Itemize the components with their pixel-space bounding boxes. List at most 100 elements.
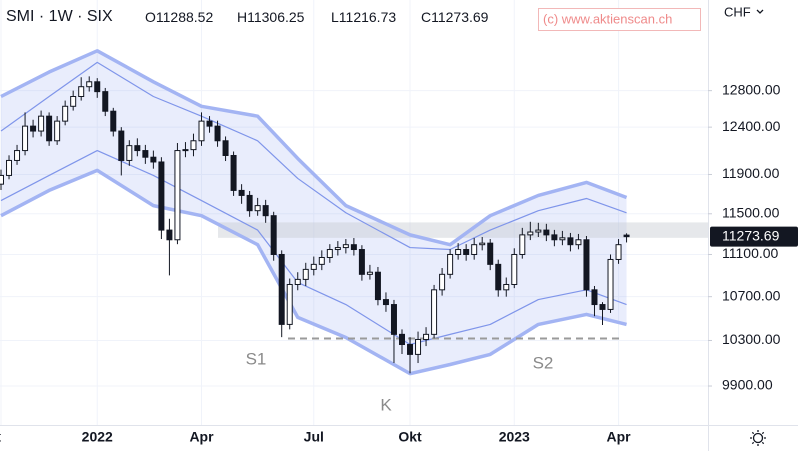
band-fill (1, 50, 627, 374)
y-tick-label: 12800.00 (722, 81, 781, 97)
candle-body (126, 145, 133, 161)
x-tick-label: 2023 (499, 429, 530, 445)
candle-body (70, 95, 77, 107)
last-price-box (710, 226, 798, 247)
currency-chevron[interactable] (756, 9, 764, 14)
candle-body (110, 110, 117, 132)
candle-body (567, 237, 574, 246)
candle-body (591, 289, 598, 306)
candle-body (198, 120, 205, 142)
candle-body (0, 174, 4, 185)
candle-body (46, 115, 53, 142)
candle-body (511, 253, 518, 285)
ohlc-low: L11216.73 (331, 9, 396, 25)
candle-body (519, 234, 526, 255)
ohlc: O11288.52 H11306.25 L11216.73 C11273.69 (145, 9, 489, 25)
ohlc-close: C11273.69 (421, 9, 489, 25)
candle-body (86, 81, 93, 88)
y-tick-label: 11500.00 (722, 204, 780, 220)
candle-body (14, 150, 21, 161)
candle-body (527, 231, 534, 236)
candle-body (487, 242, 494, 265)
x-tick-label: Okt (398, 429, 422, 445)
last-price-label: 11273.69 (722, 227, 780, 243)
candle-body (471, 244, 478, 255)
candle-body (334, 247, 341, 251)
candle-body (415, 338, 422, 355)
candle-body (206, 120, 213, 127)
band-line (0, 61, 627, 251)
candle-body (238, 189, 245, 196)
candle-body (439, 273, 446, 291)
candle-body (350, 244, 357, 251)
watermark[interactable]: (c) www.aktienscan.ch (543, 11, 672, 26)
candle-body (607, 258, 614, 310)
candle-body (495, 263, 502, 291)
candle-body (382, 299, 389, 306)
y-tick-label: 11900.00 (722, 165, 780, 181)
candle-body (102, 91, 109, 112)
candle-body (254, 205, 261, 212)
resistance-zone (218, 222, 708, 238)
candle-body (94, 81, 101, 93)
candle-body (286, 283, 293, 325)
y-tick-label: 11100.00 (722, 245, 779, 261)
candle-body (374, 271, 381, 301)
annotation: S1 (246, 349, 267, 368)
x-tick-label: Apr (606, 429, 631, 445)
candle-body (214, 125, 221, 142)
currency[interactable]: CHF (724, 4, 751, 19)
candle-body (575, 239, 582, 246)
band-line (0, 49, 628, 247)
settings-icon-rays[interactable] (750, 430, 766, 446)
candle-body (134, 145, 141, 152)
x-tick-label: Apr (189, 429, 214, 445)
candle-body (278, 253, 285, 325)
y-tick-label: 9900.00 (722, 377, 773, 393)
y-tick-label: 10700.00 (722, 287, 781, 303)
candle-body (150, 156, 157, 163)
candle-body (390, 304, 397, 335)
watermark-box (538, 8, 701, 31)
candle-body (623, 234, 630, 238)
candle-body (142, 150, 149, 158)
candle-body (38, 115, 45, 132)
candle-body (447, 253, 454, 275)
candle-body (535, 229, 542, 233)
candle-body (583, 239, 590, 291)
y-tick-label: 10300.00 (722, 331, 781, 347)
band-line (0, 149, 627, 346)
candle-body (294, 278, 301, 285)
candle-body (222, 140, 229, 156)
candle-body (174, 150, 181, 241)
candle-body (262, 205, 269, 217)
settings-icon-center[interactable] (752, 432, 764, 444)
candle-body (78, 86, 85, 97)
candle-body (503, 283, 510, 291)
candle-body (326, 249, 333, 258)
candle-body (543, 229, 550, 236)
candle-body (230, 154, 237, 191)
candle-body (399, 333, 405, 346)
candle-body (342, 244, 349, 249)
candle-body (62, 105, 69, 122)
candle-body (463, 249, 470, 255)
candle-body (551, 234, 558, 241)
candle-body (246, 194, 253, 212)
candle-body (599, 304, 606, 310)
plot-area (0, 0, 708, 425)
ohlc-open: O11288.52 (145, 9, 213, 25)
x-tick-label: 2022 (82, 429, 113, 445)
candle-body (190, 140, 197, 151)
candle-body (54, 120, 61, 142)
candle-body (431, 289, 438, 335)
candle-body (358, 249, 365, 275)
annotation: K (380, 395, 392, 414)
candle-body (158, 161, 165, 231)
settings-icon[interactable] (750, 430, 766, 446)
band-line (0, 168, 627, 376)
candle-body (302, 268, 309, 280)
candle-body (22, 125, 29, 152)
